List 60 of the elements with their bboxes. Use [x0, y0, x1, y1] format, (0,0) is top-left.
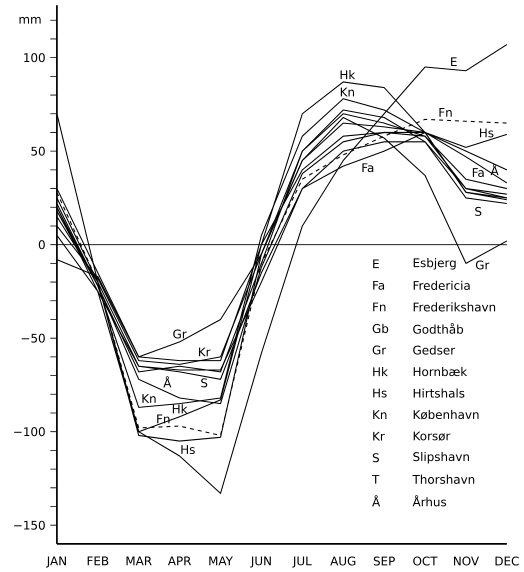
series-label: Kn — [142, 394, 156, 403]
y-tick-label: 50 — [31, 146, 45, 156]
annotation: Hornbæk — [414, 366, 468, 376]
y-axis-title: mm — [20, 16, 41, 24]
series-label: Hk — [172, 404, 188, 414]
annotation: Korsør — [414, 432, 450, 441]
annotation: Frederikshavn — [414, 302, 496, 312]
annotation: Gb — [372, 324, 388, 334]
x-tick-label: MAY — [209, 556, 234, 566]
x-tick-label: AUG — [330, 556, 356, 566]
text: Hs — [181, 445, 195, 454]
annotation: Fa — [373, 280, 384, 290]
text: Gr — [476, 260, 490, 270]
annotation: Thorshavn — [412, 474, 474, 484]
annotation: Kr — [373, 432, 385, 441]
annotation: Hs — [373, 388, 387, 398]
annotation: Gr — [372, 345, 386, 354]
annotation: København — [414, 410, 479, 420]
x-tick-label: JUL — [292, 556, 312, 568]
x-tick-label: FEB — [88, 556, 108, 566]
y-tick-label: 100 — [24, 53, 45, 62]
x-tick-label: JAN — [46, 556, 66, 568]
annotation: Esbjerg — [414, 258, 456, 270]
annotation: Fredericia — [414, 280, 470, 290]
annotation: Hk — [373, 367, 388, 376]
annotation: Kn — [373, 410, 387, 419]
series-label: Kr — [199, 348, 211, 356]
series-label: S — [201, 378, 208, 388]
annotation: E — [373, 259, 379, 268]
annotation: Hirtshals — [414, 388, 464, 398]
y-tick-label: −100 — [14, 427, 45, 436]
annotation: Gedser — [413, 345, 456, 355]
y-tick-label: −50 — [22, 334, 45, 343]
y-tick-label: 0 — [38, 240, 45, 250]
annotation: Århus — [412, 495, 446, 506]
x-tick-label: NOV — [454, 556, 480, 566]
text: Kn — [340, 88, 354, 96]
series-label: E — [451, 57, 457, 66]
series-label: Gr — [173, 329, 187, 338]
x-tick-label: SEP — [374, 556, 395, 566]
x-tick-label: MAR — [126, 556, 152, 566]
series-label: Hs — [480, 128, 494, 138]
series-label: Fn — [157, 414, 170, 424]
x-tick-label: APR — [168, 556, 192, 566]
x-tick-label: JUN — [250, 556, 271, 568]
annotation: Å — [372, 495, 380, 506]
y-tick-label: −150 — [14, 520, 45, 530]
annotation: S — [372, 453, 380, 462]
annotation: Godthåb — [413, 323, 464, 334]
text: Å — [163, 376, 172, 388]
x-tick-label: DEC — [496, 556, 519, 566]
annotation: T — [372, 474, 380, 484]
series-label: Fa — [472, 168, 484, 177]
text: Fa — [362, 163, 374, 172]
x-tick-label: OCT — [413, 556, 438, 566]
annotation: Fn — [373, 302, 386, 312]
annotation: Slipshavn — [413, 452, 470, 464]
text: Fn — [440, 108, 452, 117]
text: S — [475, 206, 482, 216]
text: Hk — [340, 70, 356, 80]
